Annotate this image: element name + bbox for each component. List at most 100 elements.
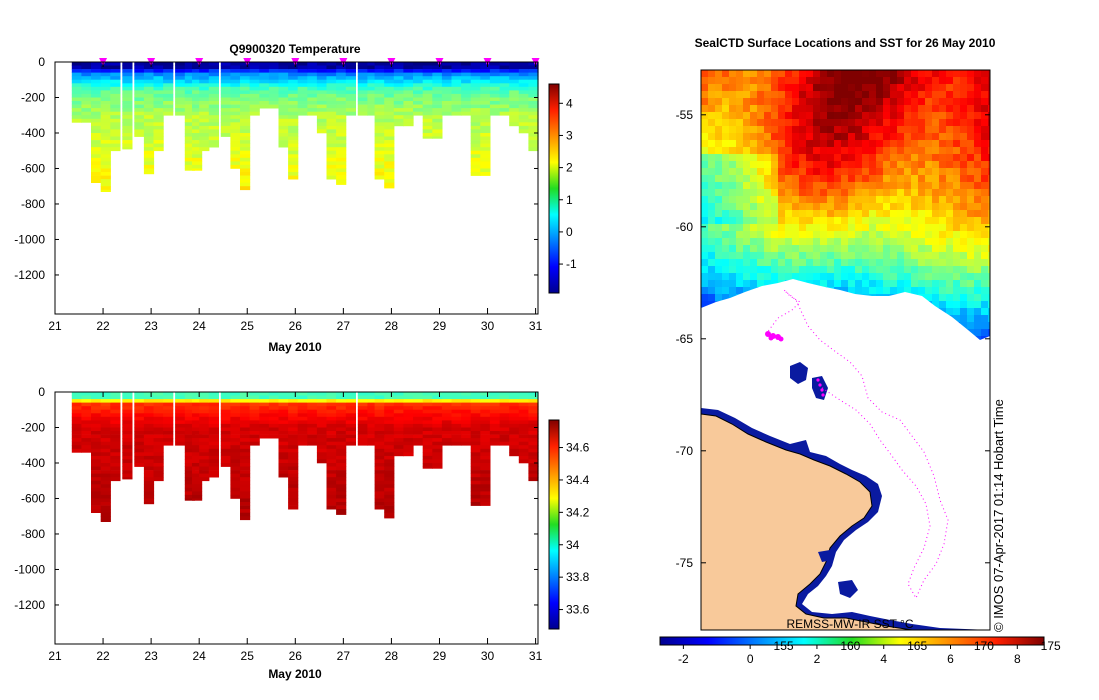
sst-cell [974, 70, 982, 78]
section-cell [278, 76, 289, 81]
sst-cell [967, 322, 975, 330]
section-cell [288, 423, 299, 428]
section-cell [100, 182, 111, 187]
sst-cell [806, 217, 814, 225]
section-cell [384, 147, 395, 152]
section-cell [175, 83, 186, 88]
section-cell [432, 423, 443, 428]
section-cell [220, 69, 231, 73]
section-cell [374, 108, 385, 112]
section-cell [345, 402, 356, 407]
sst-cell [708, 175, 716, 183]
section-cell [100, 470, 111, 474]
section-cell [509, 420, 520, 425]
sst-cell [925, 98, 933, 106]
section-cell [367, 438, 378, 442]
section-cell [143, 413, 155, 418]
sst-cell [785, 119, 793, 127]
sst-cell [757, 161, 765, 169]
section-cell [278, 431, 289, 435]
y-tick-label: -200 [21, 90, 45, 104]
section-cell [480, 69, 491, 73]
section-cell [489, 438, 501, 442]
section-cell [230, 65, 241, 70]
sst-cell [946, 224, 954, 232]
section-cell [91, 448, 102, 453]
section-cell [134, 431, 145, 435]
section-cell [422, 455, 433, 460]
section-cell [230, 118, 241, 123]
x-tick-label: 27 [337, 319, 351, 333]
section-cell [480, 466, 491, 471]
section-cell [240, 118, 251, 123]
sst-cell [771, 91, 779, 99]
section-cell [220, 459, 231, 464]
section-cell [249, 434, 260, 439]
x-tick-label: 22 [96, 649, 110, 663]
sst-cell [946, 147, 954, 155]
section-cell [208, 441, 219, 446]
section-cell [518, 62, 529, 66]
sst-cell [708, 126, 716, 134]
section-cell [451, 399, 462, 403]
sst-cell [722, 203, 730, 211]
sst-cell [806, 91, 814, 99]
sst-cell [792, 133, 800, 141]
section-cell [208, 65, 219, 70]
sst-cell [967, 273, 975, 281]
section-cell [199, 399, 210, 403]
y-tick-label: -400 [21, 126, 45, 140]
section-cell [316, 62, 328, 66]
sst-cell [848, 182, 856, 190]
section-cell [278, 406, 289, 411]
sst-cell [981, 112, 989, 120]
section-cell [184, 168, 195, 171]
section-cell [184, 491, 195, 496]
sst-cell [736, 84, 744, 92]
sst-cell [729, 217, 737, 225]
sst-cell [911, 168, 919, 176]
sst-cell [981, 105, 989, 113]
section-cell [288, 480, 299, 485]
section-cell [192, 431, 203, 435]
sst-cell [904, 119, 912, 127]
section-cell [470, 420, 481, 425]
sst-cell [834, 133, 842, 141]
section-cell [230, 101, 241, 105]
section-cell [413, 409, 424, 414]
section-cell [326, 90, 337, 95]
section-cell [259, 395, 270, 400]
section-cell [268, 69, 280, 73]
sst-cell [827, 98, 835, 106]
sst-cell [869, 245, 877, 253]
sst-cell [960, 266, 968, 274]
sst-cell [953, 84, 961, 92]
section-cell [278, 473, 289, 478]
section-cell [413, 62, 424, 66]
section-cell [489, 423, 501, 428]
sst-cell [939, 140, 947, 148]
section-cell [307, 101, 318, 105]
section-cell [403, 118, 414, 123]
sst-cell [750, 231, 758, 239]
section-cell [249, 86, 260, 91]
section-cell [71, 399, 82, 403]
section-cell [384, 143, 395, 148]
section-cell [451, 62, 462, 66]
section-cell [110, 434, 121, 439]
sst-cell [708, 112, 716, 120]
sst-cell [988, 105, 990, 113]
section-cell [71, 420, 82, 425]
section-cell [499, 62, 510, 66]
section-cell [393, 416, 404, 421]
sst-cell [715, 182, 723, 190]
sst-cell [715, 70, 723, 78]
sst-cell [925, 252, 933, 260]
sst-cell [932, 210, 940, 218]
section-cell [316, 420, 328, 425]
section-cell [175, 65, 186, 70]
sst-cell [876, 210, 884, 218]
section-cell [122, 97, 133, 102]
section-cell [134, 438, 145, 442]
sst-cell [946, 189, 954, 197]
